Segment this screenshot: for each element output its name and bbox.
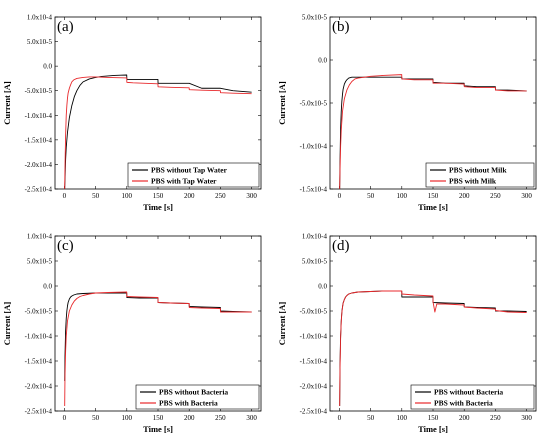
x-axis-title: Time [s] <box>418 424 448 434</box>
legend-label: PBS without Milk <box>449 166 507 175</box>
chart-panel-1: 0 50 100 150 200 250 300 5.0x10-5 0.0 -5.0x10-5 -1… <box>277 14 537 212</box>
y-tick-label: -2.0x10-4 <box>25 161 53 169</box>
x-tick-label: 250 <box>490 192 501 200</box>
y-tick-label: -1.0x10-4 <box>300 333 328 341</box>
x-tick-label: 150 <box>153 192 164 200</box>
x-tick-label: 250 <box>490 414 501 422</box>
x-tick-label: 250 <box>215 192 226 200</box>
y-tick-label: -2.5x10-4 <box>25 186 53 194</box>
series-line-0 <box>64 74 252 190</box>
legend-label: PBS with Milk <box>449 177 497 186</box>
x-tick-label: 200 <box>459 192 470 200</box>
x-tick-label: 150 <box>153 414 164 422</box>
series-line-1 <box>64 291 252 407</box>
x-tick-label: 300 <box>521 414 532 422</box>
panel-label: (b) <box>332 19 350 35</box>
y-tick-label: -5.0x10-5 <box>25 308 53 316</box>
y-tick-label: 5.0x10-5 <box>302 14 328 22</box>
legend-label: PBS with Bacteria <box>159 399 218 408</box>
y-tick-label: 1.0x10-4 <box>302 233 328 241</box>
series-line-0 <box>64 292 252 382</box>
chart-panel-0: 0 50 100 150 200 250 300 1.0x10-4 5.0x10-5 0.0 -5.… <box>2 14 262 212</box>
y-tick-label: 0.0 <box>318 283 327 291</box>
x-tick-label: 250 <box>215 414 226 422</box>
series-line-1 <box>339 290 527 407</box>
y-tick-label: -1.0x10-4 <box>25 333 53 341</box>
legend-box <box>135 384 260 410</box>
legend-label: PBS with Bacteria <box>434 399 493 408</box>
y-tick-label: -2.0x10-4 <box>25 383 53 391</box>
x-tick-label: 100 <box>122 192 133 200</box>
y-tick-label: 5.0x10-5 <box>302 258 328 266</box>
chart-panel-3: 0 50 100 150 200 250 300 1.0x10-4 5.0x10-5 0.0 -5.… <box>277 233 537 434</box>
x-tick-label: 200 <box>184 192 195 200</box>
x-tick-label: 150 <box>428 414 439 422</box>
x-tick-label: 50 <box>367 192 375 200</box>
x-tick-label: 0 <box>63 192 67 200</box>
series-line-1 <box>339 74 527 190</box>
legend: PBS without Milk PBS with Milk <box>425 162 535 188</box>
x-tick-label: 0 <box>338 192 342 200</box>
legend: PBS without Bacteria PBS with Bacteria <box>135 384 260 410</box>
x-tick-label: 100 <box>397 192 408 200</box>
y-tick-label: 0.0 <box>43 63 52 71</box>
chart-panel-2: 0 50 100 150 200 250 300 1.0x10-4 5.0x10-5 0.0 -5.… <box>2 233 262 434</box>
series-line-1 <box>64 76 252 190</box>
legend: PBS without Tap Water PBS with Tap Water <box>127 162 260 188</box>
y-tick-label: 0.0 <box>318 57 327 65</box>
x-tick-label: 50 <box>92 192 100 200</box>
y-tick-label: -1.5x10-4 <box>300 186 328 194</box>
y-tick-label: -5.0x10-5 <box>300 100 328 108</box>
legend-box <box>127 162 260 188</box>
y-tick-label: -1.5x10-4 <box>300 358 328 366</box>
legend-box <box>425 162 535 188</box>
y-tick-label: -2.5x10-4 <box>300 408 328 416</box>
legend: PBS without Bacteria PBS with Bacteria <box>410 384 535 410</box>
legend-label: PBS without Bacteria <box>159 388 228 397</box>
y-tick-label: 0.0 <box>43 283 52 291</box>
legend-label: PBS without Bacteria <box>434 388 503 397</box>
x-tick-label: 100 <box>122 414 133 422</box>
legend-label: PBS with Tap Water <box>151 177 217 186</box>
x-tick-label: 300 <box>521 192 532 200</box>
x-axis-title: Time [s] <box>143 202 173 212</box>
y-axis-title: Current [A] <box>2 302 12 346</box>
y-axis-title: Current [A] <box>277 302 287 346</box>
y-tick-label: 5.0x10-5 <box>27 258 53 266</box>
x-tick-label: 150 <box>428 192 439 200</box>
y-tick-label: -1.0x10-4 <box>25 112 53 120</box>
y-tick-label: -2.0x10-4 <box>300 383 328 391</box>
x-tick-label: 50 <box>367 414 375 422</box>
y-tick-label: 1.0x10-4 <box>27 233 53 241</box>
x-tick-label: 0 <box>63 414 67 422</box>
x-tick-label: 300 <box>246 414 257 422</box>
x-tick-label: 0 <box>338 414 342 422</box>
x-axis-title: Time [s] <box>143 424 173 434</box>
panel-label: (a) <box>57 19 74 35</box>
y-axis-title: Current [A] <box>277 81 287 125</box>
y-tick-label: -1.5x10-4 <box>25 358 53 366</box>
panel-label: (d) <box>332 238 350 254</box>
x-tick-label: 200 <box>184 414 195 422</box>
y-tick-label: 1.0x10-4 <box>27 14 53 22</box>
y-axis-title: Current [A] <box>2 81 12 125</box>
y-tick-label: -1.5x10-4 <box>25 136 53 144</box>
y-tick-label: -1.0x10-4 <box>300 143 328 151</box>
legend-label: PBS without Tap Water <box>151 166 228 175</box>
panel-label: (c) <box>57 238 74 254</box>
x-tick-label: 300 <box>246 192 257 200</box>
x-axis-title: Time [s] <box>418 202 448 212</box>
y-tick-label: 5.0x10-5 <box>27 38 53 46</box>
x-tick-label: 50 <box>92 414 100 422</box>
x-tick-label: 100 <box>397 414 408 422</box>
y-tick-label: -5.0x10-5 <box>25 87 53 95</box>
y-tick-label: -5.0x10-5 <box>300 308 328 316</box>
x-tick-label: 200 <box>459 414 470 422</box>
legend-box <box>410 384 535 410</box>
y-tick-label: -2.5x10-4 <box>25 408 53 416</box>
series-line-0 <box>339 76 527 190</box>
